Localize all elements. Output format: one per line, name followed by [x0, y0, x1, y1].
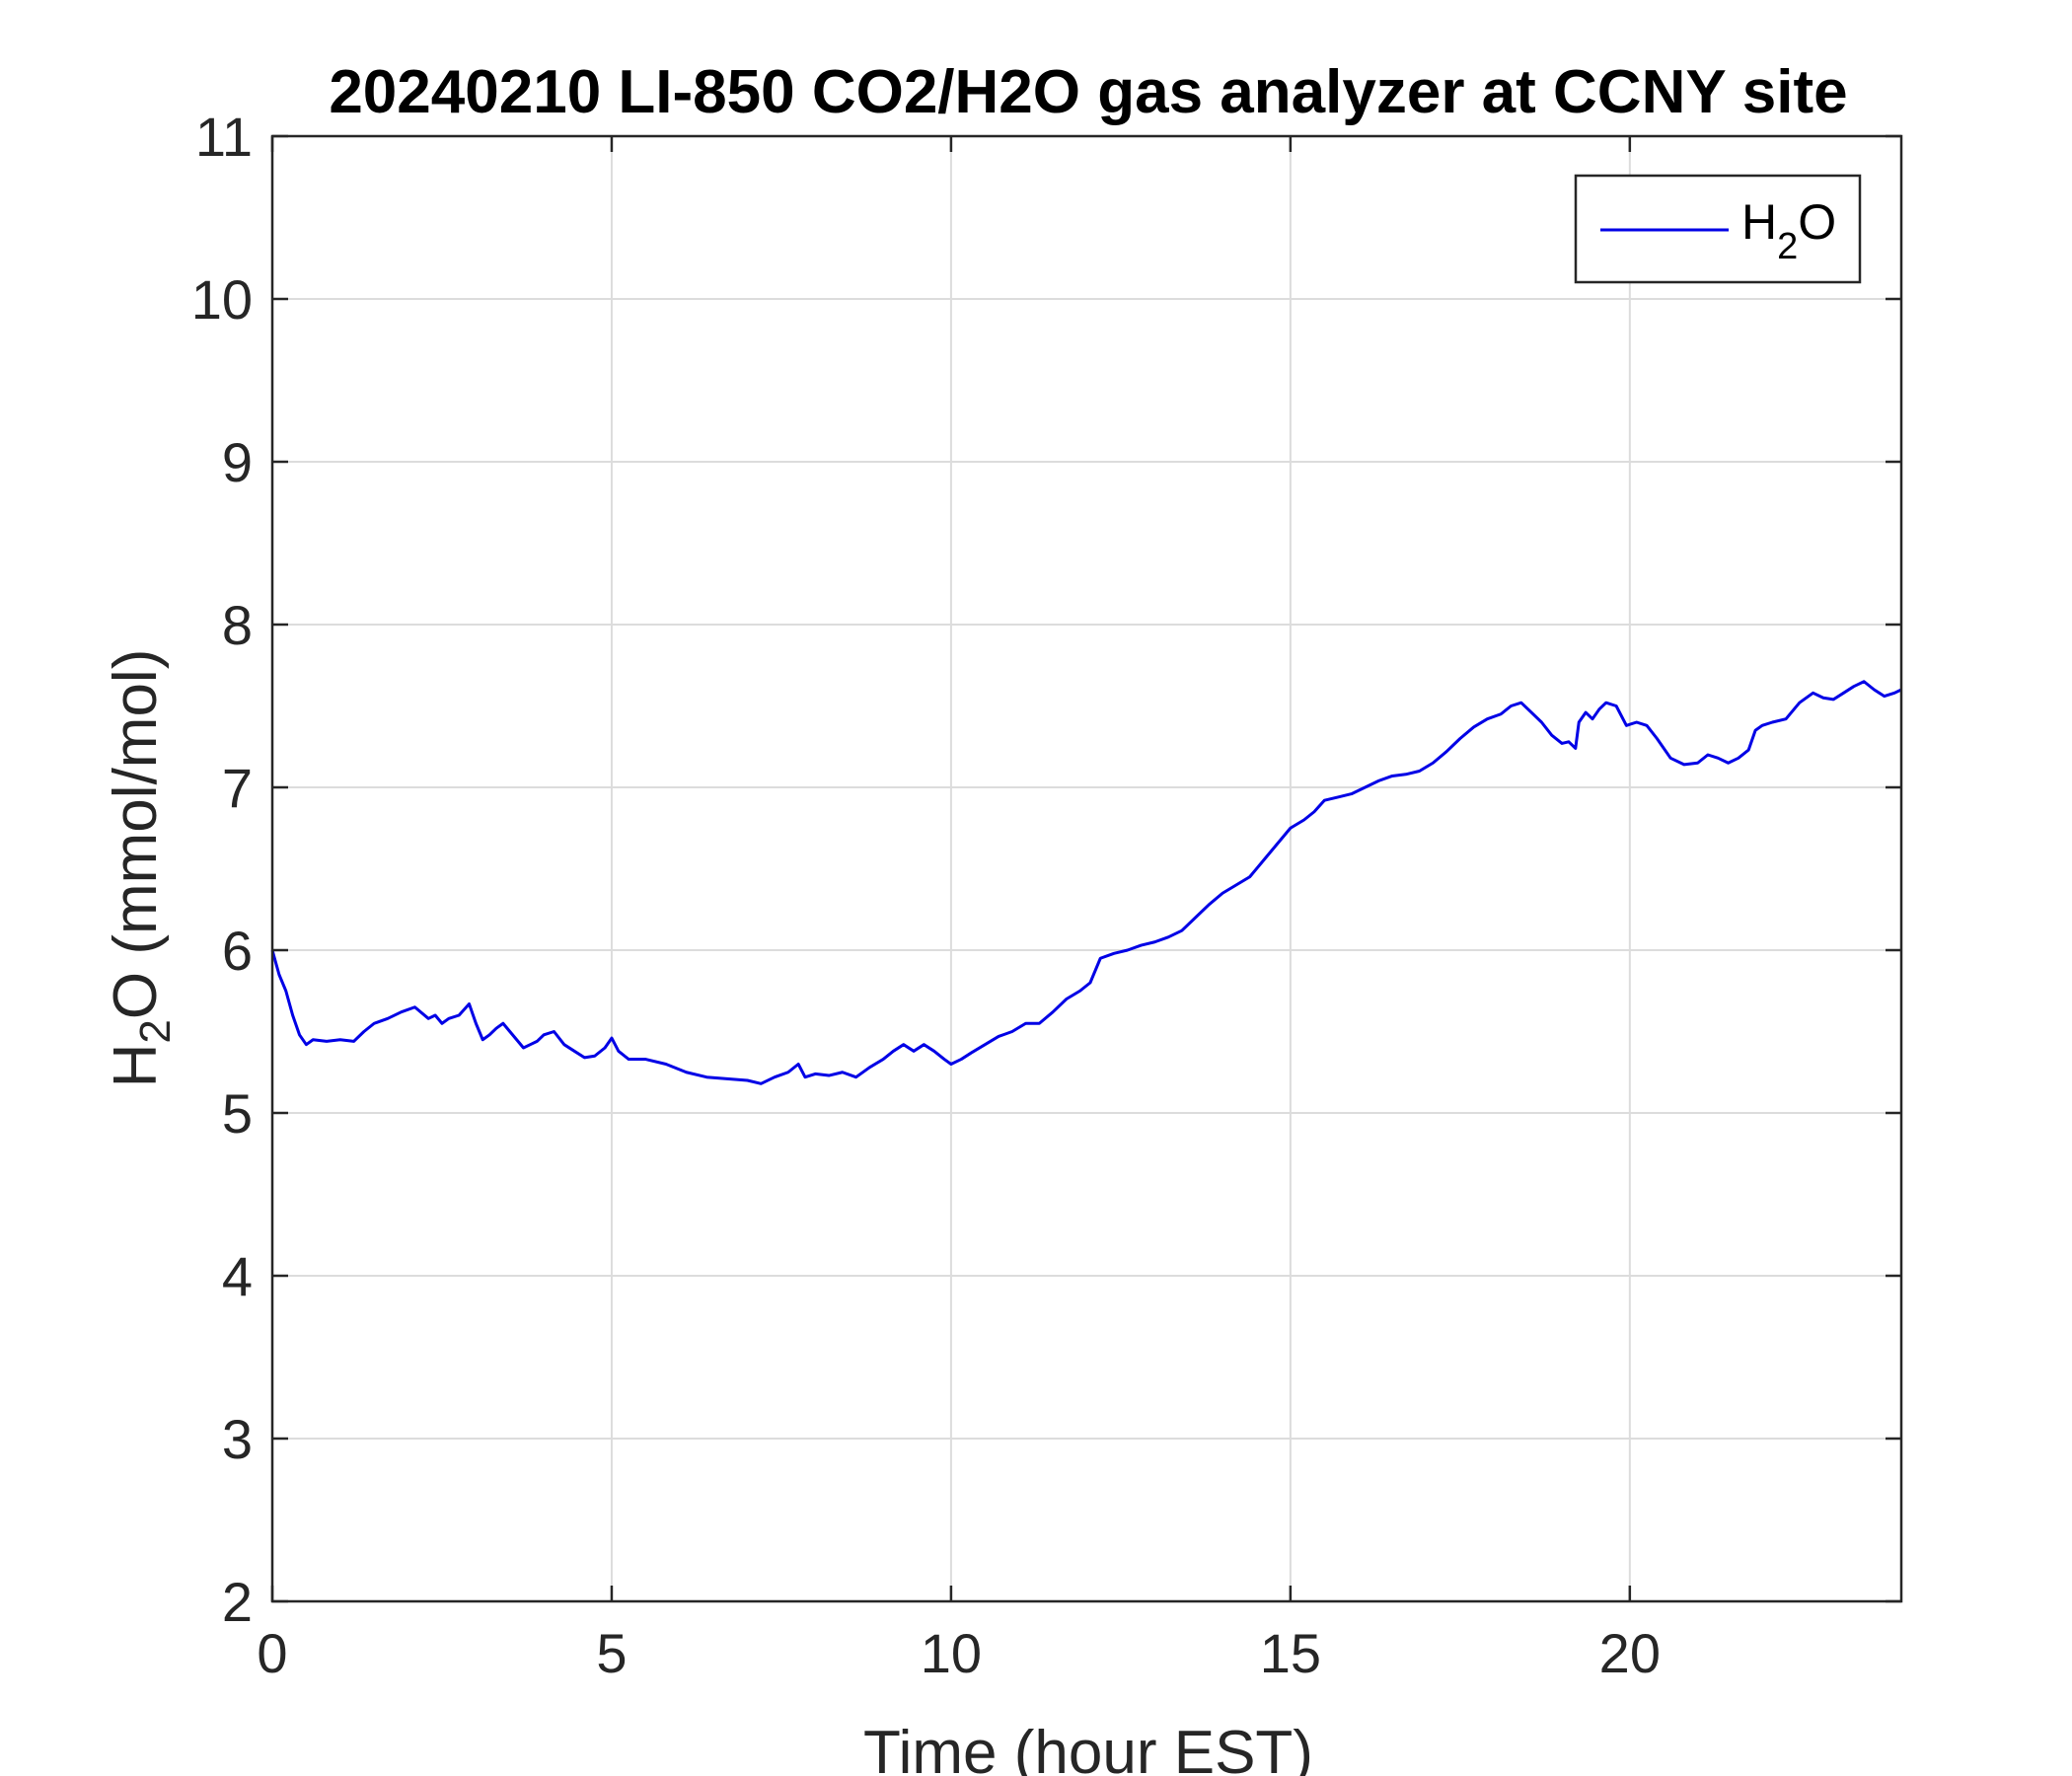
axes-box	[270, 134, 1903, 1603]
x-tick-label: 10	[921, 1622, 982, 1684]
y-tick-labels: 2 3 4 5 6 7 8 9 10 11	[191, 106, 253, 1633]
legend-label-rest: O	[1798, 194, 1836, 250]
y-tick-label: 10	[191, 268, 253, 331]
legend-label-subscript: 2	[1777, 226, 1798, 267]
grid-lines	[272, 136, 1901, 1601]
tick-marks	[270, 134, 1901, 1603]
y-axis-label: H2O (mmol/mol)	[102, 649, 180, 1088]
legend-label-h2o: H2O	[1741, 194, 1836, 267]
y-tick-label: 7	[222, 757, 253, 819]
axes-background	[272, 136, 1901, 1601]
x-tick-labels: 0 5 10 15 20	[257, 1622, 1661, 1684]
series-group	[270, 680, 1902, 1085]
x-tick-label: 5	[596, 1622, 627, 1684]
x-tick-label: 15	[1260, 1622, 1321, 1684]
y-tick-label: 11	[195, 106, 253, 168]
y-axis-label-subscript: 2	[131, 1019, 180, 1043]
y-tick-label: 9	[222, 431, 253, 493]
y-tick-label: 2	[222, 1571, 253, 1633]
x-tick-label: 0	[257, 1622, 287, 1684]
plot-area	[270, 134, 1903, 1603]
x-tick-label: 20	[1599, 1622, 1661, 1684]
chart-title: 20240210 LI-850 CO2/H2O gas analyzer at …	[329, 58, 1847, 126]
y-tick-label: 4	[222, 1245, 253, 1307]
legend-label-main: H	[1741, 194, 1777, 250]
y-tick-label: 8	[222, 594, 253, 656]
y-tick-label: 3	[222, 1408, 253, 1470]
series-line-h2o	[270, 680, 1902, 1085]
y-axis-label-main: H	[102, 1044, 170, 1088]
legend: H2O	[1574, 174, 1862, 284]
y-axis-label-rest: O (mmol/mol)	[102, 649, 170, 1019]
y-tick-label: 6	[222, 920, 253, 982]
x-axis-label: Time (hour EST)	[863, 1719, 1313, 1776]
y-tick-label: 5	[222, 1082, 253, 1145]
